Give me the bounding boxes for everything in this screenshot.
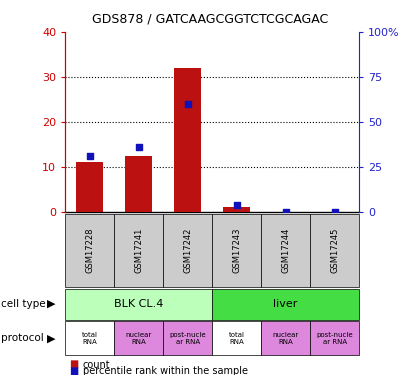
Bar: [223, 207, 250, 212]
Point: [184, 101, 191, 107]
Text: GSM17244: GSM17244: [281, 228, 290, 273]
Point: [135, 144, 142, 150]
Text: protocol: protocol: [1, 333, 44, 343]
Text: liver: liver: [273, 299, 298, 309]
Text: post-nucle
ar RNA: post-nucle ar RNA: [169, 332, 206, 345]
Text: ■: ■: [69, 360, 79, 369]
Text: nuclear
RNA: nuclear RNA: [273, 332, 299, 345]
Text: ▶: ▶: [47, 299, 55, 309]
Bar: [174, 68, 201, 212]
Text: GSM17245: GSM17245: [330, 228, 339, 273]
Bar: [125, 156, 152, 212]
Text: total
RNA: total RNA: [81, 332, 97, 345]
Text: ■: ■: [69, 366, 79, 375]
Text: GSM17242: GSM17242: [183, 228, 192, 273]
Point: [233, 202, 240, 208]
Bar: [76, 162, 103, 212]
Point: [331, 209, 338, 215]
Text: cell type: cell type: [1, 299, 45, 309]
Text: total
RNA: total RNA: [228, 332, 244, 345]
Text: GSM17228: GSM17228: [85, 228, 94, 273]
Text: GDS878 / GATCAAGCGGTCTCGCAGAC: GDS878 / GATCAAGCGGTCTCGCAGAC: [92, 12, 328, 25]
Text: nuclear
RNA: nuclear RNA: [126, 332, 152, 345]
Text: post-nucle
ar RNA: post-nucle ar RNA: [316, 332, 353, 345]
Point: [282, 209, 289, 215]
Text: percentile rank within the sample: percentile rank within the sample: [83, 366, 248, 375]
Point: [86, 153, 93, 159]
Text: BLK CL.4: BLK CL.4: [114, 299, 163, 309]
Text: GSM17243: GSM17243: [232, 228, 241, 273]
Text: count: count: [83, 360, 110, 369]
Text: ▶: ▶: [47, 333, 55, 343]
Text: GSM17241: GSM17241: [134, 228, 143, 273]
